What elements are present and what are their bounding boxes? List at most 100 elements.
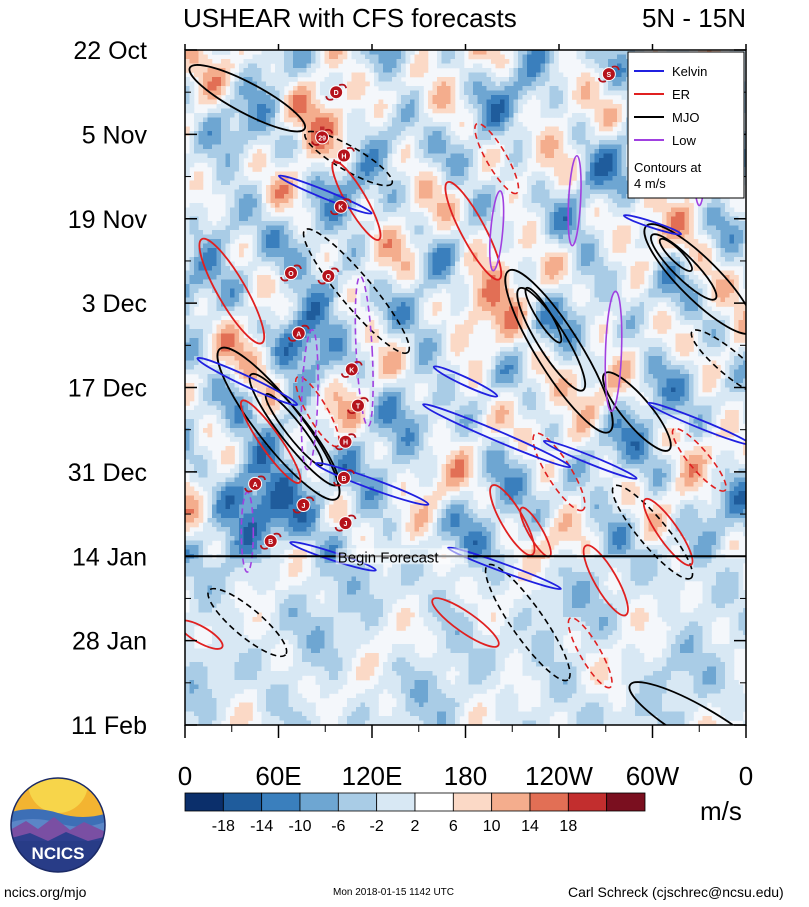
heatmap-cell [374,234,379,240]
heatmap-cell [446,261,451,267]
heatmap-cell [563,234,568,240]
heatmap-cell [437,243,442,249]
heatmap-cell [342,234,348,240]
heatmap-cell [540,144,546,150]
heatmap-cell [234,90,240,96]
heatmap-cell [432,216,438,222]
heatmap-cell [189,248,195,253]
heatmap-cell [522,77,528,82]
heatmap-cell [590,261,595,267]
heatmap-cell [189,90,195,96]
heatmap-cell [225,162,231,168]
heatmap-cell [234,144,240,150]
heatmap-cell [572,171,577,177]
heatmap-cell [302,176,307,181]
heatmap-cell [522,230,528,235]
heatmap-cell [320,126,325,132]
heatmap-cell [410,239,415,244]
heatmap-cell [563,189,568,195]
heatmap-cell [612,189,618,195]
heatmap-cell [315,284,321,289]
heatmap-cell [347,86,352,91]
heatmap-cell [261,153,267,159]
heatmap-cell [536,59,541,64]
heatmap-cell [275,207,280,213]
heatmap-cell [392,167,397,172]
heatmap-cell [725,257,730,262]
heatmap-cell [500,180,505,186]
heatmap-cell [410,117,415,123]
heatmap-cell [477,198,483,204]
heatmap-cell [257,230,262,235]
heatmap-cell [378,284,384,289]
heatmap-cell [198,117,204,123]
heatmap-cell [288,194,294,199]
heatmap-cell [234,216,240,222]
heatmap-cell [567,167,573,172]
heatmap-cell [266,221,271,226]
heatmap-cell [401,50,406,55]
heatmap-cell [441,261,447,267]
heatmap-cell [549,257,555,262]
heatmap-cell [423,194,429,199]
heatmap-cell [423,135,429,141]
heatmap-cell [518,108,523,114]
heatmap-cell [428,126,433,132]
heatmap-cell [527,234,532,240]
heatmap-cell [441,248,447,253]
heatmap-cell [257,221,262,226]
heatmap-cell [662,257,667,262]
heatmap-cell [414,149,420,154]
heatmap-cell [594,149,600,154]
heatmap-cell [207,140,213,145]
heatmap-cell [495,266,501,271]
heatmap-cell [221,234,226,240]
heatmap-cell [599,279,604,285]
heatmap-cell [509,117,514,123]
heatmap-cell [248,113,253,118]
heatmap-cell [545,185,550,190]
heatmap-cell [608,189,613,195]
heatmap-cell [266,81,271,87]
heatmap-cell [333,126,339,132]
heatmap-cell [617,50,622,55]
heatmap-cell [576,257,582,262]
heatmap-cell [378,153,384,159]
heatmap-cell [612,77,618,82]
heatmap-cell [509,77,514,82]
heatmap-cell [572,90,577,96]
heatmap-cell [734,212,739,217]
heatmap-cell [396,72,402,78]
heatmap-cell [185,239,190,244]
heatmap-cell [459,279,465,285]
heatmap-cell [495,153,501,159]
heatmap-cell [369,284,375,289]
heatmap-cell [590,234,595,240]
heatmap-cell [356,72,361,78]
heatmap-cell [225,167,231,172]
heatmap-cell [585,230,591,235]
heatmap-cell [473,95,478,100]
heatmap-cell [518,72,523,78]
heatmap-cell [401,117,406,123]
heatmap-cell [491,194,496,199]
heatmap-cell [243,149,249,154]
heatmap-cell [491,122,496,127]
heatmap-cell [644,261,649,267]
heatmap-cell [459,63,465,69]
heatmap-cell [216,171,222,177]
heatmap-cell [257,90,262,96]
heatmap-cell [491,50,496,55]
heatmap-cell [360,81,366,87]
heatmap-cell [518,131,523,136]
heatmap-cell [509,230,514,235]
heatmap-cell [230,171,235,177]
heatmap-cell [396,90,402,96]
heatmap-cell [311,284,316,289]
heatmap-cell [608,158,613,163]
heatmap-cell [527,243,532,249]
heatmap-cell [554,104,559,109]
heatmap-cell [513,279,519,285]
heatmap-cell [486,77,492,82]
heatmap-cell [671,234,676,240]
